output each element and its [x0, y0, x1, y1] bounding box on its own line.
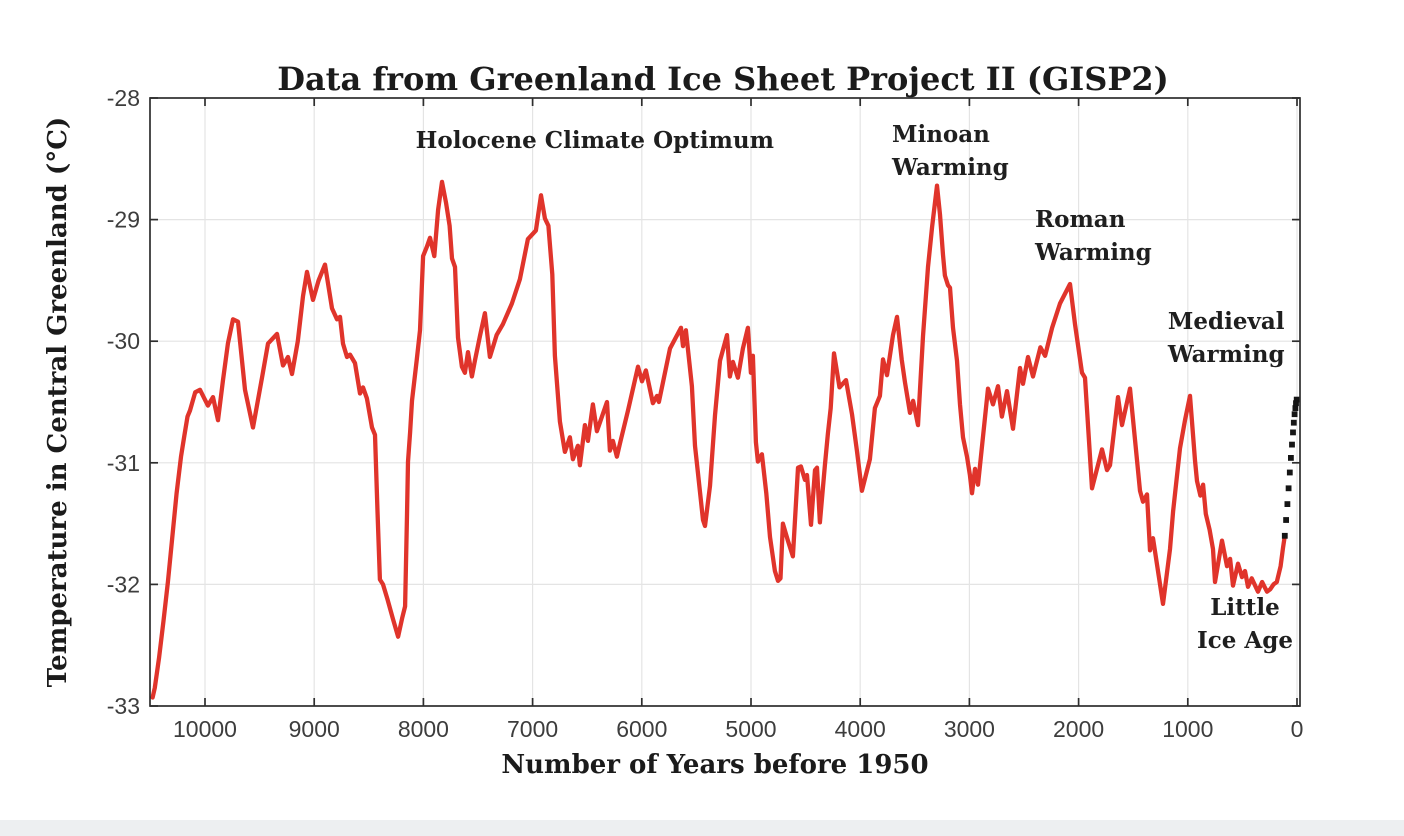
y-axis-title: Temperature in Central Greenland (°C): [43, 117, 73, 687]
dotted-line-dot: [1283, 517, 1289, 523]
annotation-roman-warming-line-1: Roman: [1035, 206, 1126, 233]
annotation-holocene-climate-optimum-line-1: Holocene Climate Optimum: [416, 127, 774, 154]
annotation-minoan-warming: Minoan Warming: [891, 121, 1009, 181]
dotted-line-dot: [1289, 441, 1295, 448]
x-tick-label-1000: 1000: [1162, 716, 1213, 742]
annotation-holocene-climate-optimum: Holocene Climate Optimum: [416, 127, 774, 154]
dotted-line-dot: [1290, 419, 1297, 426]
dotted-line-dot: [1293, 396, 1300, 403]
y-tick-label--33: -33: [107, 693, 140, 719]
x-axis-title: Number of Years before 1950: [501, 750, 928, 780]
temperature-line: [150, 179, 1287, 700]
x-tick-label-9000: 9000: [289, 716, 340, 742]
y-tick-label--32: -32: [107, 571, 140, 597]
annotation-little-ice-age-line-1: Little: [1210, 594, 1280, 621]
annotation-medieval-warming-line-2: Warming: [1167, 341, 1285, 368]
window-bottom-strip: [0, 820, 1404, 836]
y-tick-label--31: -31: [107, 450, 140, 476]
annotations-layer: Holocene Climate Optimum MinoanWarmingRom…: [416, 121, 1293, 654]
x-tick-label-0: 0: [1291, 716, 1304, 742]
recent-warming-dotted-line: [1281, 396, 1300, 539]
x-tick-label-4000: 4000: [835, 716, 886, 742]
dotted-line-dot: [1281, 532, 1288, 539]
dotted-line-dot: [1293, 400, 1299, 407]
tick-labels-layer: 10000 9000 8000 7000 6000 5000 4000 3000 2000 100…: [107, 85, 1304, 742]
x-tick-label-3000: 3000: [944, 716, 995, 742]
x-tick-label-5000: 5000: [725, 716, 776, 742]
annotation-medieval-warming: Medieval Warming: [1167, 308, 1285, 368]
x-tick-label-7000: 7000: [507, 716, 558, 742]
chart-title: Data from Greenland Ice Sheet Project II…: [277, 60, 1169, 98]
x-tick-label-2000: 2000: [1053, 716, 1104, 742]
dotted-line-dot: [1286, 469, 1293, 476]
tick-marks-layer: [150, 97, 1300, 707]
x-tick-label-6000: 6000: [616, 716, 667, 742]
dotted-line-dot: [1284, 501, 1291, 507]
annotation-roman-warming-line-2: Warming: [1034, 239, 1152, 266]
annotation-little-ice-age: Little Ice Age: [1197, 594, 1293, 654]
annotation-little-ice-age-line-2: Ice Age: [1197, 627, 1293, 654]
dotted-line-dot: [1290, 429, 1296, 436]
series-layer: [150, 179, 1300, 700]
dotted-line-dot: [1291, 411, 1298, 418]
annotation-medieval-warming-line-1: Medieval: [1168, 308, 1285, 335]
y-tick-label--28: -28: [107, 85, 140, 111]
x-tick-label-10000: 10000: [173, 716, 237, 742]
y-tick-label--30: -30: [107, 328, 140, 354]
annotation-minoan-warming-line-2: Warming: [891, 154, 1009, 181]
plot-area-background: [150, 98, 1300, 706]
plot-box-border: [149, 97, 1301, 707]
dotted-line-dot: [1292, 405, 1299, 411]
y-tick-label--29: -29: [107, 207, 140, 233]
dotted-line-dot: [1288, 455, 1294, 461]
annotation-roman-warming: Roman Warming: [1034, 206, 1152, 266]
x-tick-label-8000: 8000: [398, 716, 449, 742]
annotation-minoan-warming-line-1: Minoan: [892, 121, 990, 148]
dotted-line-dot: [1285, 485, 1292, 492]
